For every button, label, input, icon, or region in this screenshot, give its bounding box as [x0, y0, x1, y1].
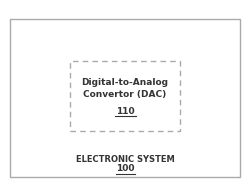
- Text: Convertor (DAC): Convertor (DAC): [84, 90, 166, 98]
- Text: 100: 100: [116, 165, 134, 173]
- Text: Digital-to-Analog: Digital-to-Analog: [82, 78, 168, 87]
- Text: ELECTRONIC SYSTEM: ELECTRONIC SYSTEM: [76, 155, 174, 164]
- Text: 110: 110: [116, 107, 134, 116]
